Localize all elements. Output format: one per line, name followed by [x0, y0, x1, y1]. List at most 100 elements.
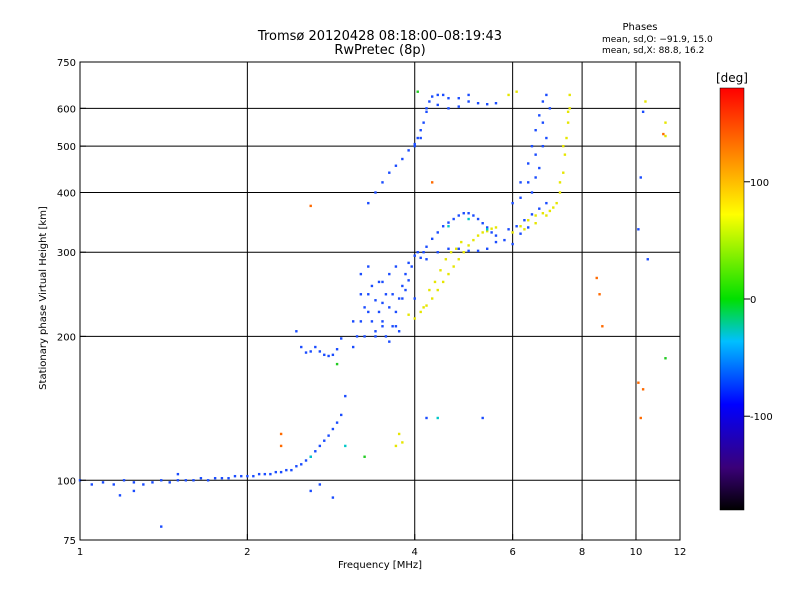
data-point — [122, 479, 126, 482]
data-point — [425, 110, 428, 114]
data-point — [413, 142, 416, 146]
data-point — [430, 95, 434, 98]
data-point — [664, 121, 667, 124]
colorbar-tick-label: 0 — [750, 295, 756, 306]
data-point — [419, 136, 422, 140]
data-point — [433, 280, 437, 284]
data-point — [407, 149, 410, 152]
data-point — [344, 444, 347, 448]
data-point — [563, 153, 567, 156]
data-point — [374, 335, 377, 338]
stats-line-o: mean, sd,O: −91.9, 15.0 — [602, 35, 713, 45]
data-point — [425, 107, 428, 110]
y-tick-label: 200 — [57, 332, 76, 343]
plot-frame — [79, 61, 681, 541]
data-point — [538, 207, 541, 210]
data-point — [377, 310, 381, 314]
data-point — [481, 416, 484, 420]
data-point — [555, 201, 558, 205]
data-point — [359, 320, 363, 323]
colorbar-label: [deg] — [716, 71, 748, 85]
data-point — [467, 93, 470, 97]
data-point — [641, 110, 645, 114]
data-point — [233, 474, 237, 478]
data-point — [519, 225, 522, 228]
data-point — [511, 242, 514, 246]
data-point — [534, 222, 537, 225]
y-tick-label: 600 — [57, 104, 76, 115]
data-point — [422, 251, 425, 254]
data-point — [436, 288, 439, 292]
data-point — [485, 228, 489, 231]
data-point — [490, 227, 493, 230]
data-point — [374, 299, 377, 302]
data-point — [394, 325, 398, 328]
data-point — [388, 272, 391, 276]
data-point — [413, 317, 416, 320]
y-tick-label: 300 — [57, 248, 76, 259]
data-point — [485, 247, 489, 250]
data-point — [363, 455, 366, 458]
stats-title: Phases — [622, 22, 657, 33]
data-point — [160, 525, 163, 528]
data-point — [430, 237, 434, 241]
data-point — [419, 310, 422, 314]
data-point — [644, 100, 647, 103]
data-point — [394, 444, 398, 448]
data-point — [481, 222, 484, 225]
data-point — [160, 479, 163, 482]
data-point — [413, 297, 416, 300]
data-point — [374, 191, 377, 194]
data-point — [541, 212, 545, 215]
data-point — [485, 229, 489, 233]
data-point — [388, 340, 391, 343]
data-point — [476, 234, 480, 237]
data-point — [436, 251, 439, 254]
data-point — [467, 249, 470, 253]
data-point — [476, 249, 480, 253]
grid — [80, 62, 680, 540]
x-tick-label: 4 — [412, 547, 418, 558]
data-point — [381, 181, 384, 184]
data-point — [192, 479, 195, 482]
x-tick-label: 1 — [77, 547, 83, 558]
data-point — [430, 297, 434, 300]
y-tick-label: 500 — [57, 142, 76, 153]
data-point — [601, 325, 604, 328]
x-axis-label: Frequency [MHz] — [338, 560, 422, 571]
data-point — [407, 313, 410, 316]
data-point — [637, 381, 640, 384]
data-point — [142, 483, 145, 486]
data-point — [545, 201, 548, 205]
data-point — [374, 330, 377, 333]
data-point — [422, 306, 425, 309]
data-point — [425, 304, 428, 307]
data-point — [568, 93, 571, 97]
data-point — [274, 470, 278, 474]
data-point — [335, 348, 339, 351]
y-axis-ticks: 75 100 200 300 400 500 600 750 — [57, 58, 86, 547]
data-point — [447, 247, 450, 250]
y-tick-label: 100 — [57, 476, 76, 487]
data-point — [318, 350, 322, 353]
data-point — [340, 337, 343, 340]
data-point — [558, 181, 562, 184]
data-point — [388, 171, 391, 174]
data-point — [422, 121, 425, 124]
data-point — [507, 228, 510, 231]
data-point — [314, 450, 317, 453]
data-point — [101, 481, 105, 484]
data-point — [176, 472, 180, 476]
data-point — [472, 238, 475, 242]
data-point — [381, 325, 384, 328]
data-point — [112, 483, 115, 486]
data-point — [430, 181, 434, 184]
data-point — [425, 245, 428, 248]
data-point — [444, 258, 448, 261]
data-point — [90, 483, 93, 486]
data-point — [457, 96, 460, 100]
x-tick-label: 12 — [674, 547, 687, 558]
data-point — [447, 272, 450, 276]
y-tick-label: 400 — [57, 188, 76, 199]
